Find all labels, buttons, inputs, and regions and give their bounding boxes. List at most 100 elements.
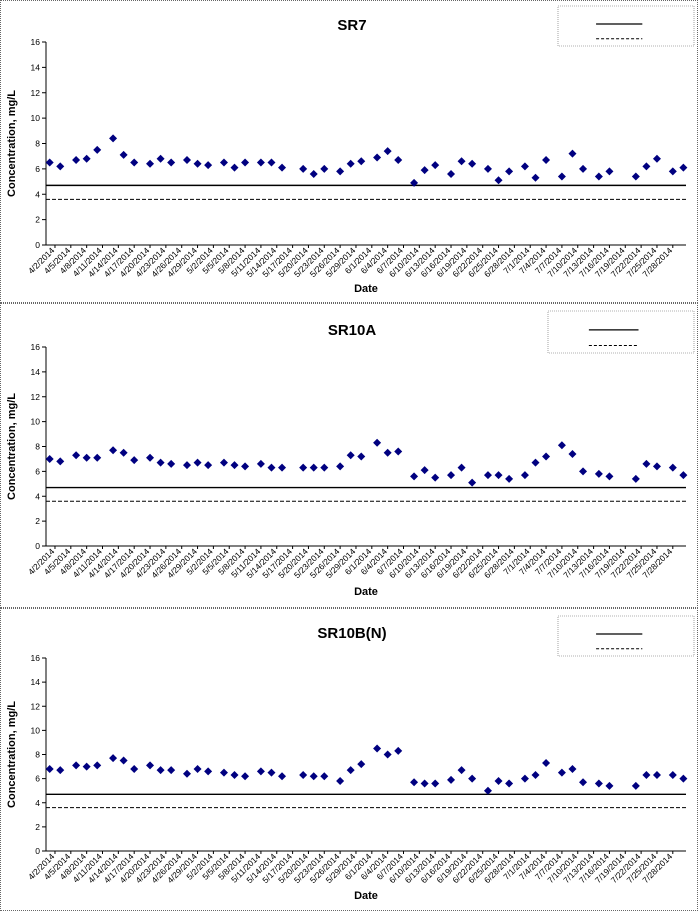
data-point: [447, 775, 456, 784]
x-axis-label: Date: [354, 283, 378, 295]
data-point: [631, 474, 640, 483]
y-tick-label: 6: [35, 774, 40, 784]
data-point: [256, 767, 265, 776]
data-point: [468, 774, 477, 783]
data-point: [420, 466, 429, 475]
y-tick-label: 6: [35, 164, 40, 174]
data-point: [605, 781, 614, 790]
data-point: [346, 159, 355, 168]
data-point: [568, 149, 577, 158]
data-point: [557, 441, 566, 450]
data-point: [278, 163, 287, 172]
data-point: [146, 453, 155, 462]
data-point: [531, 173, 540, 182]
data-point: [167, 766, 176, 775]
data-point: [267, 768, 276, 777]
data-point: [431, 779, 440, 788]
data-point: [394, 155, 403, 164]
data-point: [167, 459, 176, 468]
data-point: [457, 766, 466, 775]
data-point: [457, 463, 466, 472]
y-tick-label: 8: [35, 442, 40, 452]
data-point: [219, 458, 228, 467]
legend: [547, 310, 695, 354]
legend-box: [557, 615, 695, 657]
data-point: [494, 176, 503, 185]
data-point: [594, 779, 603, 788]
data-point: [394, 447, 403, 456]
y-tick-label: 12: [31, 88, 41, 98]
data-point: [167, 158, 176, 167]
data-point: [336, 167, 345, 176]
data-point: [93, 453, 102, 462]
data-point: [56, 162, 65, 171]
data-point: [357, 452, 366, 461]
data-point: [230, 771, 239, 780]
y-tick-label: 16: [31, 342, 41, 352]
data-point: [219, 768, 228, 777]
data-point: [72, 761, 81, 770]
y-tick-label: 16: [31, 653, 41, 663]
y-tick-label: 2: [35, 516, 40, 526]
data-point: [642, 459, 651, 468]
data-point: [72, 155, 81, 164]
legend-box: [557, 5, 695, 47]
legend: [557, 615, 695, 657]
chart-panel-sr10a: SR10A 0 2 4 6 8 10 12 14 16 4/2/2014 4/5/2014 4/8/20…: [0, 303, 698, 608]
y-axis-label: Concentration, mg/L: [6, 393, 18, 500]
data-point: [241, 462, 250, 471]
data-point: [483, 471, 492, 480]
y-tick-label: 10: [31, 113, 41, 123]
data-point: [256, 459, 265, 468]
y-axis-label: Concentration, mg/L: [6, 701, 18, 808]
data-point: [109, 446, 118, 455]
data-point: [642, 162, 651, 171]
data-point: [193, 458, 202, 467]
data-point: [299, 164, 308, 173]
data-point: [204, 461, 213, 470]
data-point: [652, 462, 661, 471]
data-point: [483, 164, 492, 173]
data-point: [410, 778, 419, 787]
data-point: [594, 469, 603, 478]
data-point: [373, 153, 382, 162]
data-point: [156, 458, 165, 467]
data-point: [193, 764, 202, 773]
data-point: [278, 772, 287, 781]
data-point: [557, 768, 566, 777]
data-point: [679, 774, 688, 783]
data-point: [431, 161, 440, 170]
data-point: [520, 162, 529, 171]
data-point: [130, 764, 139, 773]
data-point: [557, 172, 566, 181]
chart-panel-sr10bn: SR10B(N) 0 2 4 6 8 10 12 14 16 4/2/2014 4/5/2014 4/8…: [0, 608, 698, 911]
data-point: [383, 448, 392, 457]
y-tick-label: 2: [35, 215, 40, 225]
data-point: [267, 463, 276, 472]
data-point: [156, 154, 165, 163]
data-point: [336, 777, 345, 786]
data-point: [119, 150, 128, 159]
data-point: [219, 158, 228, 167]
data-point: [420, 779, 429, 788]
data-point: [93, 761, 102, 770]
data-point: [679, 163, 688, 172]
data-point: [631, 781, 640, 790]
data-point: [45, 454, 54, 463]
data-point: [642, 771, 651, 780]
data-point: [320, 463, 329, 472]
data-point: [494, 471, 503, 480]
data-point: [494, 777, 503, 786]
data-point: [373, 438, 382, 447]
y-axis-label: Concentration, mg/L: [6, 90, 18, 197]
data-point: [447, 471, 456, 480]
sr10a-chart: SR10A02468101214164/2/20144/5/20144/8/20…: [6, 310, 695, 598]
data-point: [468, 478, 477, 487]
y-tick-label: 4: [35, 189, 40, 199]
data-point: [605, 167, 614, 176]
data-point: [204, 161, 213, 170]
data-point: [346, 451, 355, 460]
data-point: [652, 771, 661, 780]
data-point: [146, 159, 155, 168]
data-point: [579, 467, 588, 476]
